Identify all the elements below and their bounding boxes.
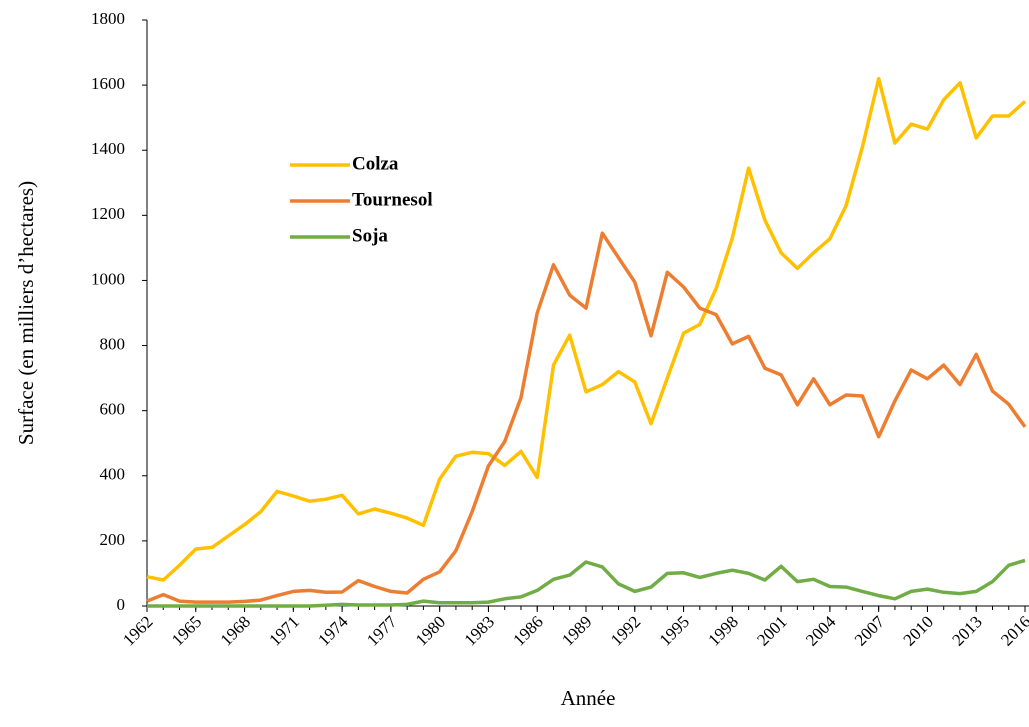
x-tick-label: 1989	[558, 612, 595, 649]
y-tick-label: 800	[100, 334, 126, 353]
x-tick-label: 1998	[704, 612, 741, 649]
x-tick-label: 2004	[802, 612, 840, 650]
x-tick-label: 1977	[363, 612, 401, 650]
y-tick-label: 1000	[91, 269, 125, 288]
x-tick-label: 2001	[753, 612, 790, 649]
series-line	[147, 558, 1026, 608]
y-tick-label: 200	[100, 530, 126, 549]
x-axis-title: Année	[561, 686, 616, 710]
x-tick-label: 2007	[851, 612, 889, 650]
x-tick-label: 1980	[412, 612, 449, 649]
x-tick-label: 1968	[217, 612, 254, 649]
x-tick-label: 1962	[119, 612, 156, 649]
y-tick-label: 1600	[91, 74, 125, 93]
series-line	[146, 231, 1027, 604]
x-tick-label: 1992	[607, 612, 644, 649]
y-axis-title: Surface (en milliers d’hectares)	[14, 181, 38, 445]
y-tick-label: 600	[100, 400, 126, 419]
x-tick-label: 1983	[461, 612, 498, 649]
y-tick-label: 400	[100, 465, 126, 484]
x-tick-label: 1965	[168, 612, 205, 649]
legend-label: Tournesol	[352, 189, 433, 210]
x-tick-label: 2010	[900, 612, 937, 649]
y-tick-label: 1200	[91, 204, 125, 223]
legend-label: Soja	[352, 225, 388, 246]
y-tick-label: 0	[117, 595, 126, 614]
x-tick-label: 2016	[997, 612, 1029, 649]
y-tick-label: 1800	[91, 9, 125, 28]
x-tick-label: 1995	[656, 612, 693, 649]
x-tick-label: 1971	[265, 612, 302, 649]
x-tick-label: 1974	[314, 612, 352, 650]
x-tick-label: 2013	[948, 612, 985, 649]
series-line	[146, 76, 1027, 582]
legend-label: Colza	[352, 153, 399, 174]
x-tick-label: 1986	[509, 612, 546, 649]
y-tick-label: 1400	[91, 139, 125, 158]
